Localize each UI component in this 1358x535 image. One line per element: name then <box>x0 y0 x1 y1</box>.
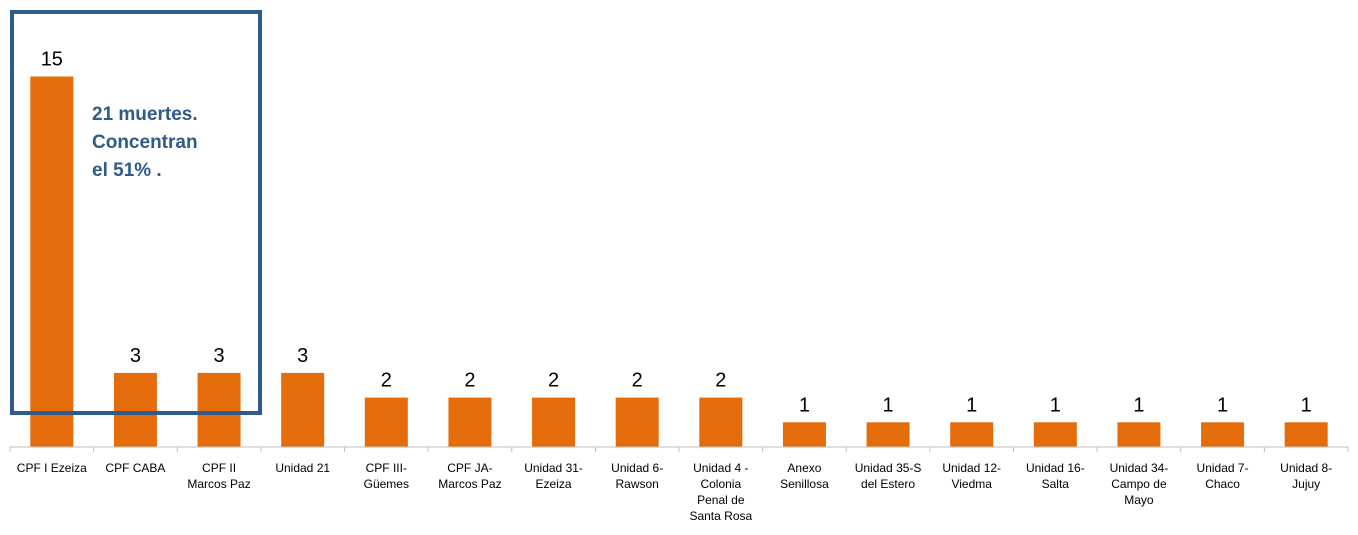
data-label-14: 1 <box>1133 394 1144 416</box>
category-label-line: Viedma <box>951 477 992 491</box>
x-axis-ticks <box>9 447 1349 452</box>
category-label-line: Unidad 31- <box>524 461 583 475</box>
data-label-9: 2 <box>715 370 726 392</box>
category-label-line: CPF CABA <box>105 461 165 475</box>
bar-9 <box>699 397 743 447</box>
category-label-line: Ezeiza <box>536 477 572 491</box>
category-label-line: Unidad 12- <box>942 461 1001 475</box>
category-label-line: Campo de <box>1111 477 1167 491</box>
category-label-2: CPF CABA <box>105 461 165 475</box>
value-labels-group: 15 3 3 3 2 2 2 2 2 1 1 1 1 1 1 1 <box>41 49 1312 417</box>
bars-group <box>30 76 1328 447</box>
bar-7 <box>532 397 576 447</box>
category-label-line: Güemes <box>364 477 409 491</box>
category-label-6: CPF JA- Marcos Paz <box>438 461 501 491</box>
category-label-line: CPF JA- <box>447 461 492 475</box>
category-label-15: Unidad 7- Chaco <box>1197 461 1249 491</box>
category-label-line: CPF II <box>202 461 236 475</box>
category-label-line: Jujuy <box>1292 477 1320 491</box>
annotation-line-1: 21 muertes. <box>92 104 198 125</box>
category-label-line: Marcos Paz <box>187 477 250 491</box>
bar-3 <box>197 372 241 447</box>
category-label-line: Unidad 34- <box>1110 461 1169 475</box>
category-label-line: Santa Rosa <box>689 509 752 523</box>
data-label-11: 1 <box>883 394 894 416</box>
data-label-3: 3 <box>214 345 225 367</box>
data-label-5: 2 <box>381 370 392 392</box>
category-label-line: Unidad 6- <box>611 461 663 475</box>
category-label-12: Unidad 12- Viedma <box>942 461 1001 491</box>
category-label-line: Marcos Paz <box>438 477 501 491</box>
category-label-line: CPF I Ezeiza <box>17 461 87 475</box>
bar-13 <box>1033 422 1077 447</box>
category-label-13: Unidad 16- Salta <box>1026 461 1085 491</box>
category-label-line: CPF III- <box>366 461 407 475</box>
data-label-6: 2 <box>464 370 475 392</box>
category-label-7: Unidad 31- Ezeiza <box>524 461 583 491</box>
category-label-1: CPF I Ezeiza <box>17 461 87 475</box>
category-label-16: Unidad 8- Jujuy <box>1280 461 1332 491</box>
category-label-line: del Estero <box>861 477 915 491</box>
bar-10 <box>782 422 826 447</box>
category-label-5: CPF III- Güemes <box>364 461 409 491</box>
category-label-4: Unidad 21 <box>275 461 330 475</box>
bar-5 <box>364 397 408 447</box>
data-label-13: 1 <box>1050 394 1061 416</box>
category-label-11: Unidad 35-S del Estero <box>855 461 922 491</box>
category-label-line: Penal de <box>697 493 745 507</box>
bar-11 <box>866 422 910 447</box>
data-label-4: 3 <box>297 345 308 367</box>
category-label-line: Colonia <box>700 477 741 491</box>
category-label-line: Unidad 7- <box>1197 461 1249 475</box>
bar-15 <box>1201 422 1245 447</box>
category-label-line: Senillosa <box>780 477 829 491</box>
bar-12 <box>950 422 994 447</box>
annotation-text: 21 muertes. Concentran el 51% . <box>92 101 252 185</box>
category-label-line: Unidad 8- <box>1280 461 1332 475</box>
annotation-line-2: Concentran <box>92 132 198 153</box>
bar-4 <box>281 372 325 447</box>
category-labels-group: CPF I Ezeiza CPF CABA CPF II Marcos Paz Unid… <box>17 461 1332 523</box>
data-label-2: 3 <box>130 345 141 367</box>
data-label-8: 2 <box>632 370 643 392</box>
bar-1 <box>30 76 74 447</box>
category-label-14: Unidad 34- Campo de Mayo <box>1110 461 1169 507</box>
category-label-line: Unidad 35-S <box>855 461 922 475</box>
category-label-line: Anexo <box>787 461 821 475</box>
data-label-15: 1 <box>1217 394 1228 416</box>
bar-2 <box>113 372 157 447</box>
bar-16 <box>1284 422 1328 447</box>
data-label-1: 15 <box>41 49 63 71</box>
data-label-16: 1 <box>1301 394 1312 416</box>
category-label-3: CPF II Marcos Paz <box>187 461 250 491</box>
category-label-line: Unidad 21 <box>275 461 330 475</box>
category-label-10: Anexo Senillosa <box>780 461 829 491</box>
data-label-12: 1 <box>966 394 977 416</box>
category-label-line: Salta <box>1042 477 1070 491</box>
data-label-10: 1 <box>799 394 810 416</box>
category-label-line: Unidad 4 - <box>693 461 748 475</box>
category-label-8: Unidad 6- Rawson <box>611 461 663 491</box>
category-label-line: Rawson <box>616 477 659 491</box>
data-label-7: 2 <box>548 370 559 392</box>
category-label-line: Mayo <box>1124 493 1154 507</box>
bar-14 <box>1117 422 1161 447</box>
bar-8 <box>615 397 659 447</box>
bar-6 <box>448 397 492 447</box>
category-label-9: Unidad 4 - Colonia Penal de Santa Rosa <box>689 461 752 523</box>
category-label-line: Unidad 16- <box>1026 461 1085 475</box>
category-label-line: Chaco <box>1205 477 1240 491</box>
annotation-line-3: el 51% . <box>92 160 162 181</box>
